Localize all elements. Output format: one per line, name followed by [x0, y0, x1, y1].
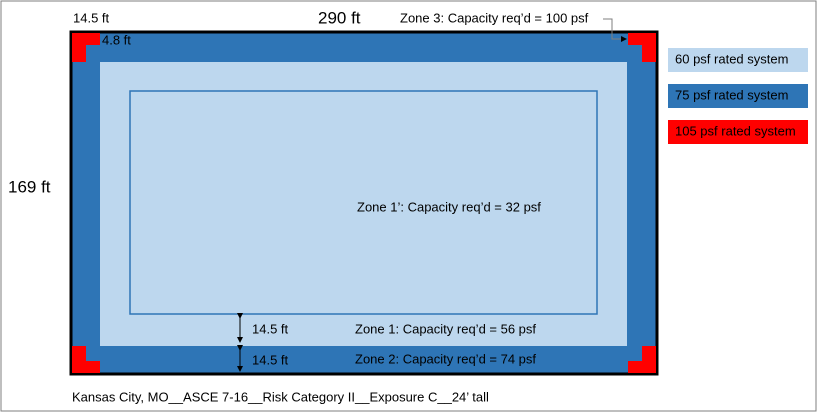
legend-label: 75 psf rated system — [675, 87, 788, 102]
pointer-arrow — [603, 18, 627, 42]
dimension-label: 4.8 ft — [102, 32, 131, 47]
legend-swatch — [668, 120, 808, 144]
dimension-label: 169 ft — [8, 177, 51, 196]
corner-zone — [628, 346, 656, 373]
dimension-label: 290 ft — [318, 8, 361, 27]
zone-label: Zone 1: Capacity req’d = 56 psf — [355, 321, 536, 336]
dimension-label: 14.5 ft — [73, 10, 110, 25]
zone-1-prime-outline — [129, 90, 598, 315]
dimension-label: 14.5 ft — [252, 352, 289, 367]
legend-swatch — [668, 48, 808, 72]
footer: Kansas City, MO__ASCE 7-16__Risk Categor… — [72, 389, 489, 404]
corner-zone — [72, 346, 100, 373]
zone-label: Zone 3: Capacity req’d = 100 psf — [400, 10, 589, 25]
corner-zone — [628, 33, 656, 62]
legend-label: 105 psf rated system — [675, 123, 796, 138]
legend-swatch — [668, 84, 808, 108]
corner-zone — [72, 33, 100, 62]
zone-label: Zone 2: Capacity req’d = 74 psf — [355, 351, 536, 366]
legend-label: 60 psf rated system — [675, 51, 788, 66]
zone-1-area — [100, 62, 627, 346]
zone-label: Zone 1’: Capacity req’d = 32 psf — [357, 199, 541, 214]
dimension-label: 14.5 ft — [252, 321, 289, 336]
